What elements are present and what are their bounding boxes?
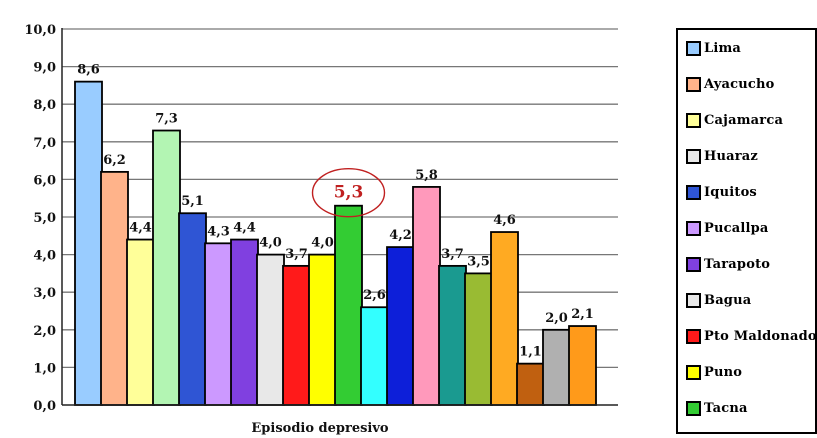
legend-swatch <box>686 40 701 56</box>
legend-item: Ayacucho <box>686 74 775 94</box>
legend-swatch <box>686 292 701 308</box>
bar <box>204 242 233 406</box>
data-label: 8,6 <box>77 63 100 78</box>
bar <box>308 253 337 406</box>
bar <box>438 264 467 406</box>
legend-label: Huaraz <box>704 148 759 164</box>
data-label: 4,4 <box>129 221 152 236</box>
data-label: 7,3 <box>155 112 178 127</box>
legend-swatch <box>686 328 701 344</box>
legend-label: Ayacucho <box>704 76 775 92</box>
bar <box>464 272 493 406</box>
legend-swatch <box>686 400 701 416</box>
bar <box>568 325 597 406</box>
bar <box>360 306 389 406</box>
legend-item: Bagua <box>686 290 751 310</box>
y-tick-label: 5,0 <box>33 211 56 226</box>
y-tick-label: 7,0 <box>33 136 56 151</box>
bar <box>152 129 181 406</box>
legend-item: Iquitos <box>686 182 757 202</box>
legend-swatch <box>686 76 701 92</box>
y-tick-label: 10,0 <box>24 23 56 38</box>
legend-label: Cajamarca <box>704 112 784 128</box>
y-tick-label: 2,0 <box>33 324 56 339</box>
data-label: 4,0 <box>311 236 334 251</box>
legend-item: Lima <box>686 38 741 58</box>
data-label: 1,1 <box>519 345 542 360</box>
data-label: 4,0 <box>259 236 282 251</box>
legend-item: Huaraz <box>686 146 758 166</box>
legend-label: Lima <box>704 40 742 56</box>
legend-label: Tarapoto <box>704 256 771 272</box>
y-tick-label: 3,0 <box>33 286 56 301</box>
data-label: 4,6 <box>493 213 516 228</box>
legend-item: Puno <box>686 362 742 382</box>
data-label: 2,6 <box>363 288 386 303</box>
bar <box>334 204 363 406</box>
bars <box>74 80 597 406</box>
bar <box>100 170 129 406</box>
bar <box>516 362 545 406</box>
legend-swatch <box>686 364 701 380</box>
y-tick-label: 6,0 <box>33 173 56 188</box>
data-label: 4,3 <box>207 224 230 239</box>
legend-item: Cajamarca <box>686 110 783 130</box>
bar-chart: 0,0 1,0 2,0 3,0 4,0 5,0 6,0 7,0 8,0 9,0 10,0 8,6 6,… <box>24 23 618 436</box>
legend-swatch <box>686 256 701 272</box>
y-tick-label: 9,0 <box>33 61 56 76</box>
highlight-circle <box>311 168 386 218</box>
data-label: 4,4 <box>233 221 256 236</box>
bar <box>256 253 285 406</box>
bar <box>412 186 441 406</box>
legend-swatch <box>686 112 701 128</box>
data-label: 5,3 <box>334 183 364 203</box>
y-tick-label: 4,0 <box>33 249 56 264</box>
data-label: 5,8 <box>415 168 438 183</box>
y-tick-label: 1,0 <box>33 361 56 376</box>
y-tick-label: 0,0 <box>33 399 56 414</box>
data-label: 5,1 <box>181 194 204 209</box>
legend-item: Pto Maldonado <box>686 326 817 346</box>
legend-label: Pto Maldonado <box>704 328 817 344</box>
y-tick-label: 8,0 <box>33 98 56 113</box>
bar <box>178 212 207 406</box>
legend-swatch <box>686 220 701 236</box>
data-label: 3,7 <box>285 247 308 262</box>
y-tick-labels: 0,0 1,0 2,0 3,0 4,0 5,0 6,0 7,0 8,0 9,0 10,0 <box>24 23 56 414</box>
legend-item: Tacna <box>686 398 748 418</box>
legend-label: Bagua <box>704 292 752 308</box>
bar <box>542 328 571 406</box>
legend-item: Tarapoto <box>686 254 770 274</box>
data-label: 6,2 <box>103 153 126 168</box>
legend-swatch <box>686 184 701 200</box>
bar <box>74 80 103 406</box>
data-label: 2,0 <box>545 311 568 326</box>
data-labels: 8,66,24,47,35,14,3 4,44,03,74,05,32,64,25… <box>77 63 594 360</box>
legend-item: Pucallpa <box>686 218 769 238</box>
bar <box>230 238 259 406</box>
legend-label: Iquitos <box>704 184 757 200</box>
data-label: 2,1 <box>571 307 594 322</box>
x-axis-label: Episodio depresivo <box>251 421 389 436</box>
bar <box>490 231 519 406</box>
legend-label: Puno <box>704 364 743 380</box>
data-label: 3,5 <box>467 254 490 269</box>
bar <box>282 264 311 406</box>
bar <box>126 238 155 406</box>
legend: Lima Ayacucho Cajamarca Huaraz Iquitos Pucall… <box>676 28 817 434</box>
legend-swatch <box>686 148 701 164</box>
legend-label: Pucallpa <box>704 220 769 236</box>
legend-label: Tacna <box>704 400 748 416</box>
data-label: 4,2 <box>389 228 412 243</box>
bar <box>386 246 415 406</box>
data-label: 3,7 <box>441 247 464 262</box>
